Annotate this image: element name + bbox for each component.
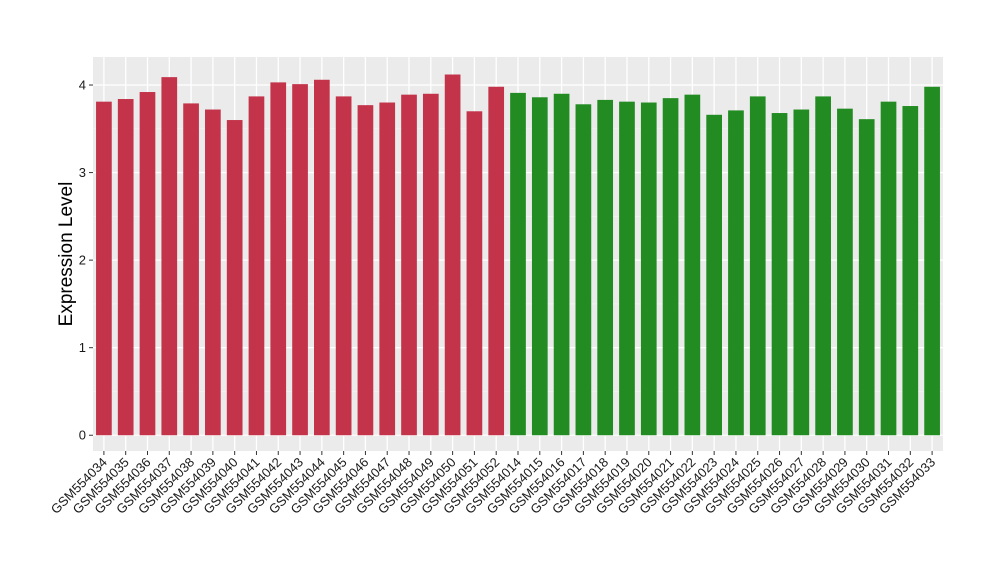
y-axis-title: Expression Level — [56, 182, 77, 327]
x-axis: GSM554034GSM554035GSM554036GSM554037GSM5… — [48, 451, 938, 517]
bars — [96, 74, 940, 436]
bar-GSM554048 — [401, 94, 417, 436]
bar-GSM554029 — [837, 108, 853, 436]
bar-GSM554037 — [161, 77, 178, 436]
bar-GSM554017 — [575, 104, 592, 436]
bar-GSM554044 — [314, 79, 330, 436]
bar-GSM554034 — [96, 101, 112, 436]
bar-GSM554040 — [226, 120, 243, 436]
bar-GSM554025 — [749, 96, 766, 436]
bar-GSM554049 — [422, 93, 439, 436]
y-tick-label: 1 — [79, 340, 86, 355]
bar-GSM554028 — [815, 96, 831, 436]
y-tick-label: 2 — [79, 253, 86, 268]
y-axis: 0 1 2 3 4 — [79, 78, 93, 443]
bar-GSM554041 — [248, 96, 265, 436]
bar-GSM554035 — [117, 99, 134, 436]
bar-GSM554020 — [640, 102, 657, 436]
bar-GSM554030 — [858, 119, 875, 436]
bar-GSM554038 — [183, 103, 199, 436]
bar-GSM554031 — [880, 101, 897, 436]
bar-GSM554036 — [139, 92, 156, 436]
bar-GSM554019 — [619, 101, 635, 436]
bar-GSM554015 — [531, 97, 548, 436]
bar-GSM554032 — [902, 106, 919, 436]
y-tick-label: 3 — [79, 165, 86, 180]
bar-GSM554050 — [444, 74, 461, 436]
bar-GSM554052 — [488, 86, 505, 436]
bar-GSM554045 — [335, 96, 352, 436]
bar-GSM554023 — [706, 114, 722, 436]
bar-GSM554047 — [379, 102, 396, 436]
bar-GSM554021 — [662, 98, 679, 436]
bar-GSM554033 — [924, 86, 940, 436]
y-tick-label: 0 — [79, 428, 86, 443]
bar-GSM554042 — [270, 82, 287, 436]
bar-GSM554039 — [205, 109, 221, 436]
bar-GSM554018 — [597, 99, 614, 436]
bar-GSM554022 — [684, 94, 701, 436]
bar-GSM554024 — [728, 110, 744, 436]
bar-GSM554016 — [553, 93, 570, 436]
bar-GSM554043 — [292, 84, 308, 436]
bar-GSM554027 — [793, 109, 810, 436]
bar-GSM554051 — [466, 111, 483, 436]
bar-GSM554046 — [357, 105, 374, 436]
bar-GSM554026 — [771, 113, 788, 436]
bar-GSM554014 — [510, 92, 526, 436]
y-tick-label: 4 — [79, 78, 86, 93]
